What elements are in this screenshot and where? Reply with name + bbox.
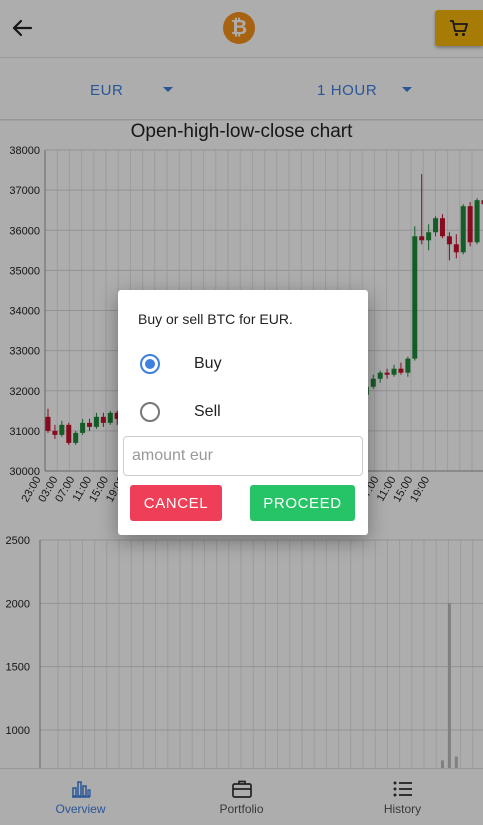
candle-body [446, 236, 452, 245]
candle-body [412, 236, 418, 359]
ohlc-y-tick-label: 35000 [9, 265, 40, 277]
ohlc-y-tick-label: 31000 [9, 426, 40, 438]
candle-body [460, 206, 466, 253]
ohlc-y-tick-label: 32000 [9, 386, 40, 398]
volume-bar [454, 756, 458, 768]
ohlc-chart-title: Open-high-low-close chart [130, 121, 353, 142]
candle-body [59, 424, 65, 435]
nav-item-portfolio[interactable]: Portfolio [161, 769, 322, 825]
nav-item-overview[interactable]: Overview [0, 769, 161, 825]
caret-down-icon [163, 87, 173, 92]
currency-select[interactable]: EUR [90, 80, 180, 100]
top-app-bar: ₿ [0, 0, 483, 58]
candle-body [433, 218, 439, 233]
candle-body [377, 372, 383, 379]
candle-body [419, 236, 425, 241]
volume-bar [447, 603, 451, 768]
dialog-message: Buy or sell BTC for EUR. [138, 311, 293, 327]
volume-y-tick-label: 2500 [6, 535, 30, 547]
nav-label-portfolio: Portfolio [219, 802, 264, 816]
nav-label-history: History [383, 802, 422, 816]
candle-body [481, 200, 483, 205]
candle-body [45, 416, 51, 431]
candle-body [93, 416, 99, 427]
cart-button[interactable] [435, 10, 483, 46]
candle-body [453, 244, 459, 253]
candle-body [87, 422, 93, 427]
volume-bar [440, 760, 444, 768]
buy-radio[interactable] [140, 354, 160, 374]
sell-option[interactable]: Sell [140, 399, 340, 425]
candle-body [107, 412, 113, 423]
ohlc-y-tick-label: 34000 [9, 306, 40, 318]
buy-option[interactable]: Buy [140, 351, 340, 377]
cancel-button[interactable]: CANCEL [130, 485, 222, 521]
candle-body [439, 218, 445, 237]
candle-body [114, 412, 120, 419]
caret-down-icon [402, 87, 412, 92]
amount-input[interactable] [123, 436, 363, 476]
proceed-button[interactable]: PROCEED [250, 485, 355, 521]
candle-body [391, 368, 397, 375]
bitcoin-logo-icon: ₿ [223, 12, 255, 44]
candle-body [467, 206, 473, 243]
currency-select-value: EUR [90, 81, 124, 99]
back-button[interactable] [6, 12, 38, 44]
ohlc-y-tick-label: 33000 [9, 346, 40, 358]
bar-chart-icon [71, 781, 91, 798]
briefcase-icon [231, 780, 252, 798]
candle-body [398, 368, 404, 373]
volume-y-tick-label: 1000 [6, 725, 30, 737]
candle-body [80, 422, 86, 433]
trade-dialog: Buy or sell BTC for EUR. Buy Sell CANCEL… [118, 290, 368, 535]
candle-body [405, 358, 411, 373]
nav-item-history[interactable]: History [322, 769, 483, 825]
sell-label: Sell [194, 403, 221, 420]
ohlc-y-tick-label: 30000 [9, 466, 40, 478]
volume-y-tick-label: 2000 [6, 598, 30, 610]
candle-body [100, 416, 106, 423]
ohlc-y-tick-label: 36000 [9, 225, 40, 237]
nav-label-overview: Overview [55, 802, 106, 816]
candle-body [66, 424, 72, 443]
candle-body [370, 378, 376, 387]
shopping-cart-icon [450, 20, 468, 36]
ohlc-y-tick-label: 38000 [9, 145, 40, 157]
list-icon [393, 781, 412, 797]
ohlc-y-tick-label: 37000 [9, 185, 40, 197]
bottom-navigation: Overview Portfolio History [0, 768, 483, 825]
candle-body [73, 432, 79, 443]
interval-select-value: 1 HOUR [317, 81, 378, 99]
sell-radio[interactable] [140, 402, 160, 422]
candle-body [384, 372, 390, 375]
bitcoin-logo-symbol: ₿ [230, 16, 248, 39]
candle-body [426, 232, 432, 241]
interval-select[interactable]: 1 HOUR [317, 80, 417, 100]
volume-y-tick-label: 1500 [6, 662, 30, 674]
candle-body [474, 200, 480, 243]
buy-label: Buy [194, 355, 222, 372]
candle-body [52, 430, 58, 435]
arrow-left-icon [12, 19, 33, 37]
